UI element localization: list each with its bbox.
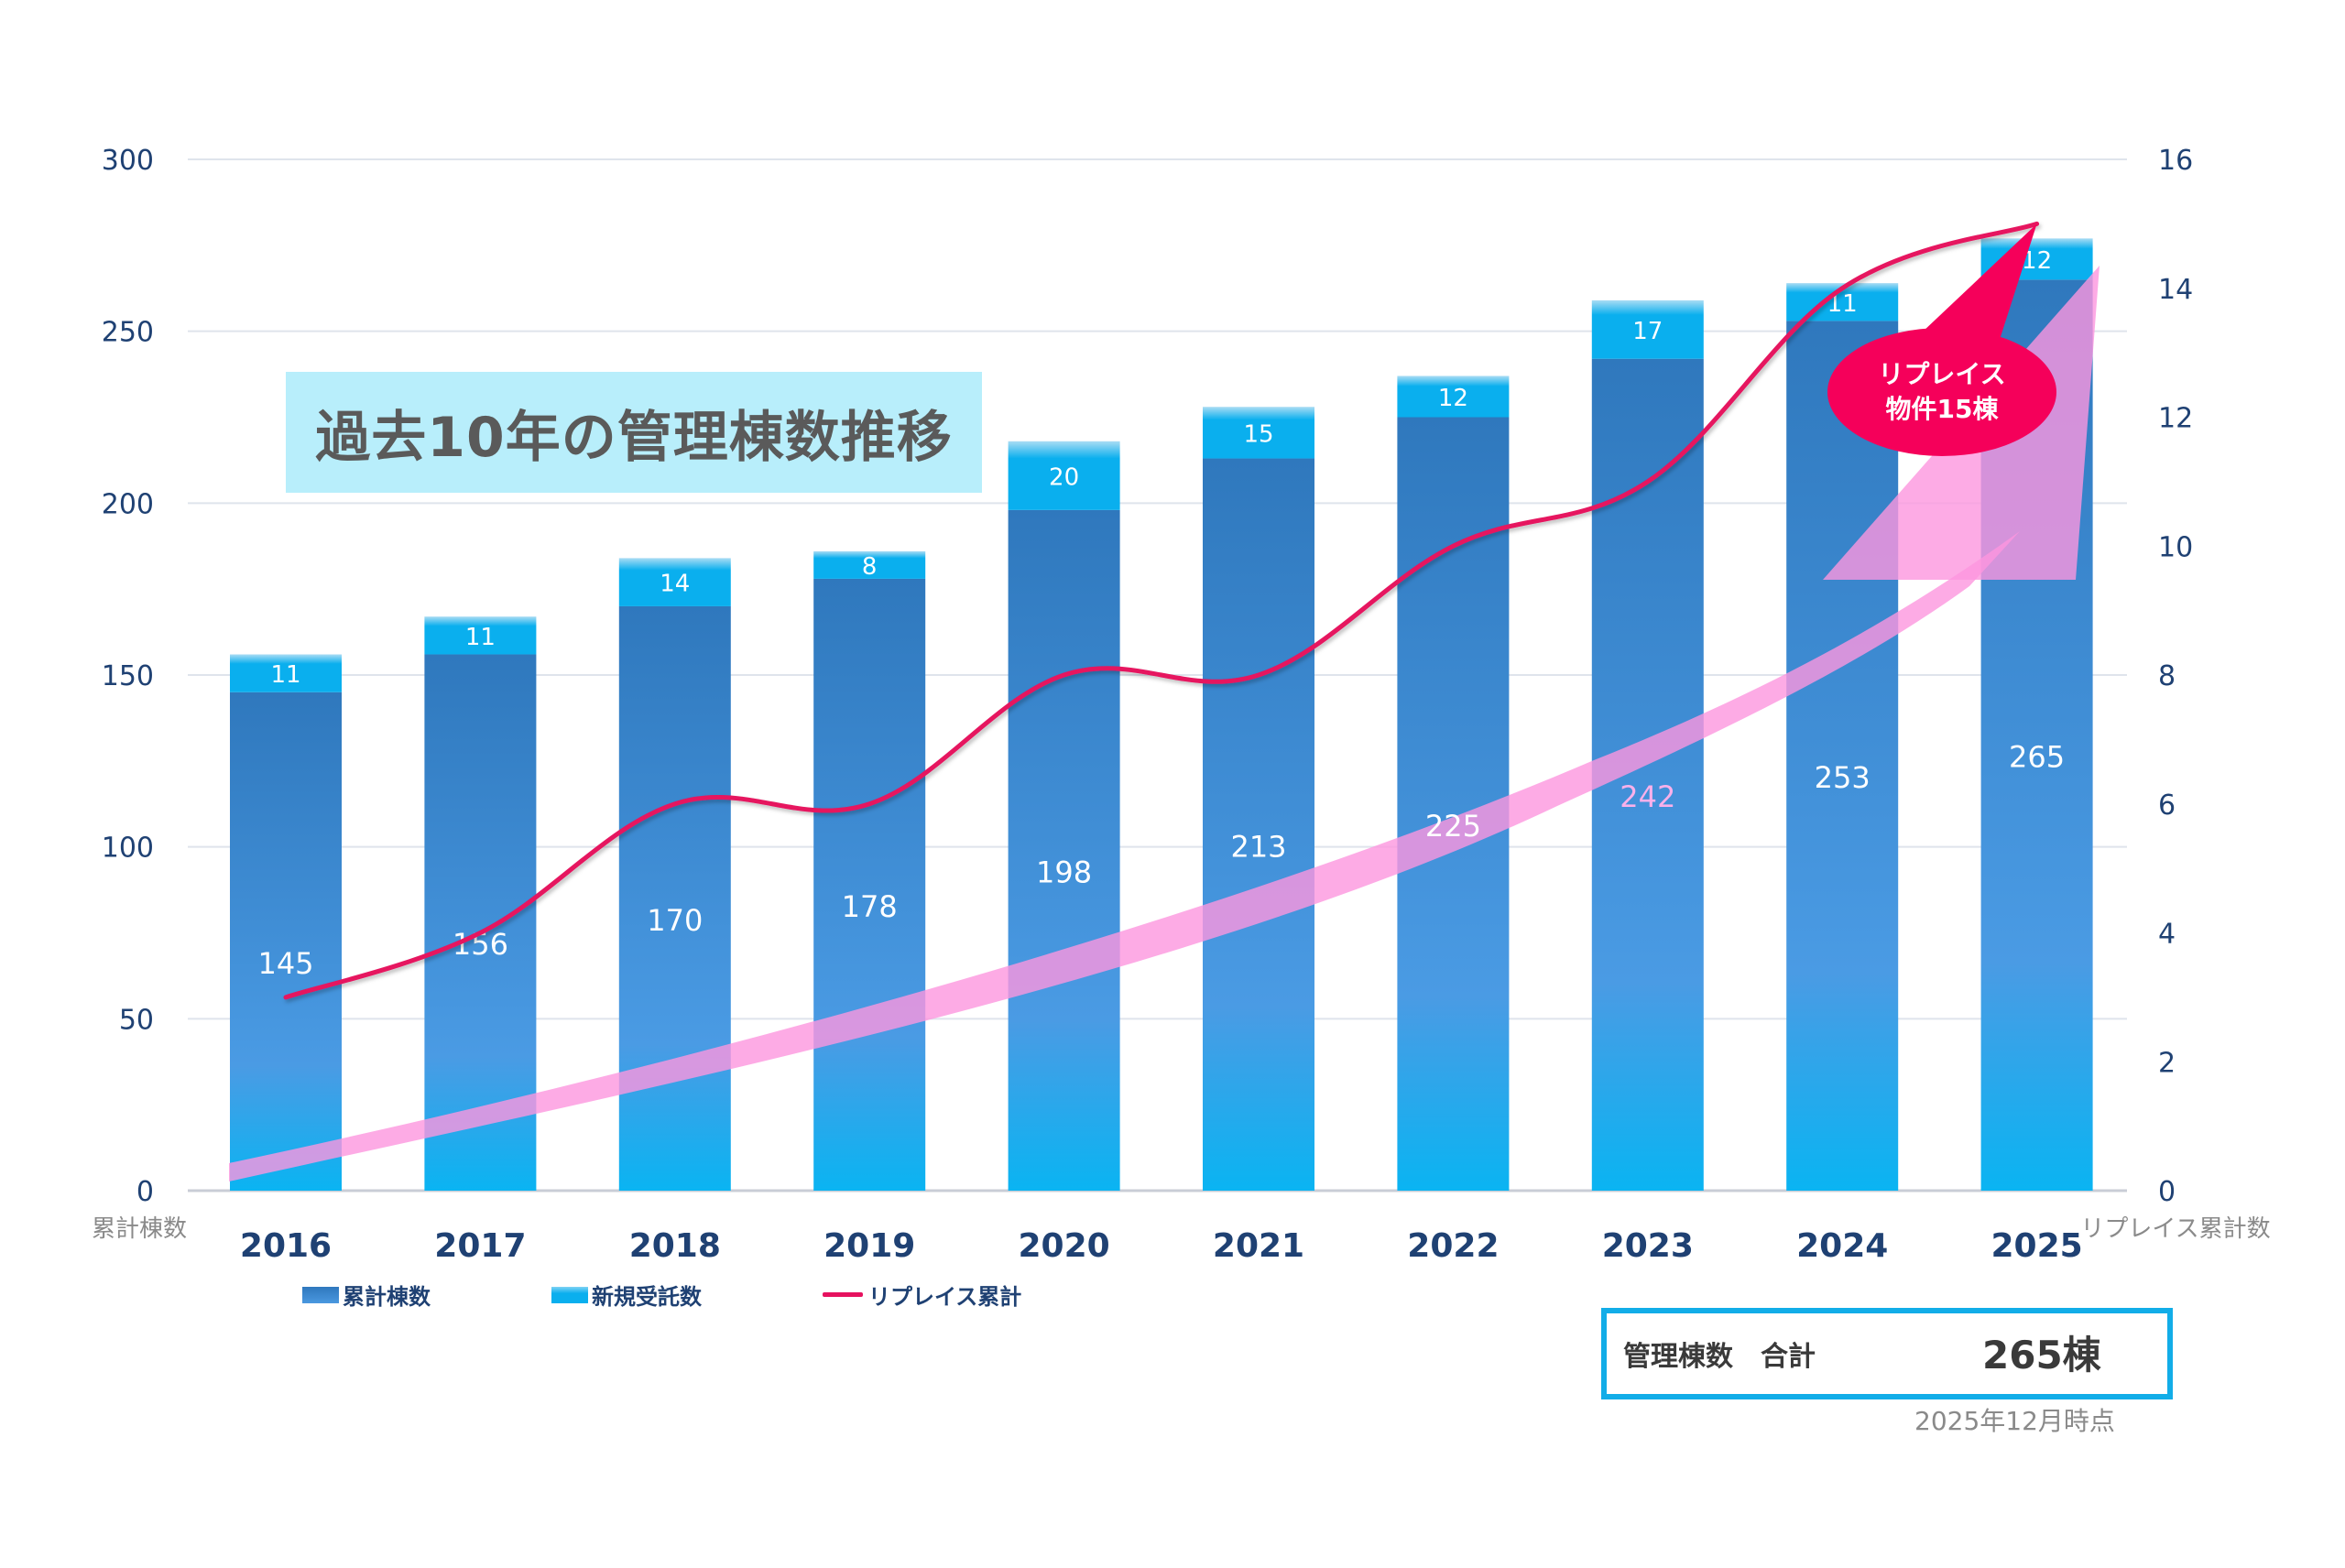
new-value-label: 15 <box>1243 420 1273 448</box>
x-tick-label: 2021 <box>1213 1227 1304 1265</box>
legend-label: 累計棟数 <box>343 1284 431 1310</box>
legend: 累計棟数 新規受託数 リプレイス累計 <box>302 1279 1021 1311</box>
cumulative-value-label: 213 <box>1230 829 1286 864</box>
new-value-label: 14 <box>660 571 690 598</box>
new-value-label: 12 <box>1438 385 1468 412</box>
new-value-label: 11 <box>270 661 300 689</box>
bar-cumulative <box>230 691 342 1191</box>
x-tick-label: 2016 <box>240 1227 332 1265</box>
x-tick-label: 2018 <box>629 1227 721 1265</box>
y-tick-label: 150 <box>102 660 154 692</box>
summary-label: 管理棟数 合計 <box>1623 1341 1816 1373</box>
bar-new <box>1203 407 1314 459</box>
summary-value: 265棟 <box>1982 1333 2101 1377</box>
callout-tail <box>1905 223 2037 348</box>
legend-item-new: 新規受託数 <box>551 1279 823 1311</box>
y-tick-label: 50 <box>119 1004 154 1036</box>
callout-text: リプレイス <box>1878 359 2005 389</box>
y2-axis-title: リプレイス累計数 <box>2080 1215 2270 1243</box>
summary-box: 管理棟数 合計 265棟 <box>1601 1308 2173 1399</box>
axes: 0 50 100 150 200 250 300 0 2 4 6 8 10 12 14 16 累計棟数 リプレイス… <box>92 145 2271 1265</box>
y-tick-label: 100 <box>102 833 154 865</box>
y-tick-label: 0 <box>136 1176 154 1208</box>
y2-tick-label: 8 <box>2158 660 2176 692</box>
bar-cumulative <box>1786 321 1899 1191</box>
cumulative-value-label: 178 <box>842 889 898 924</box>
bar-new <box>618 558 731 606</box>
x-tick-label: 2019 <box>823 1227 915 1265</box>
x-tick-label: 2023 <box>1602 1227 1694 1265</box>
as-of-note: 2025年12月時点 <box>1914 1406 2115 1436</box>
y-tick-label: 300 <box>102 145 154 177</box>
new-value-label: 8 <box>862 553 878 581</box>
new-value-label: 17 <box>1632 318 1663 345</box>
bar-cumulative <box>618 605 731 1191</box>
y2-tick-label: 6 <box>2158 789 2176 822</box>
x-tick-label: 2025 <box>1991 1227 2082 1265</box>
y2-tick-label: 2 <box>2158 1047 2176 1079</box>
legend-item-cumulative: 累計棟数 <box>302 1279 551 1311</box>
bar-cumulative <box>1008 509 1120 1191</box>
legend-label: リプレイス累計 <box>868 1284 1022 1310</box>
y2-tick-label: 16 <box>2158 145 2193 177</box>
bars <box>230 238 2093 1191</box>
cumulative-value-label: 145 <box>257 946 313 981</box>
chart-title-box: 過去10年の管理棟数推移 <box>286 372 982 493</box>
x-tick-label: 2017 <box>434 1227 526 1265</box>
cumulative-value-label: 253 <box>1815 760 1871 795</box>
cumulative-value-label: 170 <box>647 903 703 938</box>
line-series <box>283 221 2040 1000</box>
cumulative-value-label: 242 <box>1620 779 1675 814</box>
legend-item-line: リプレイス累計 <box>823 1279 1021 1311</box>
bar-cumulative <box>813 578 926 1191</box>
legend-label: 新規受託数 <box>592 1284 702 1310</box>
legend-swatch-new <box>551 1286 588 1303</box>
callout-text: 物件15棟 <box>1886 394 2000 424</box>
bar-new <box>1397 376 1510 418</box>
y2-tick-label: 0 <box>2158 1176 2176 1208</box>
x-tick-label: 2020 <box>1018 1227 1109 1265</box>
y2-tick-label: 4 <box>2158 919 2176 951</box>
y2-tick-label: 14 <box>2158 274 2193 306</box>
y2-tick-label: 12 <box>2158 403 2193 435</box>
y2-tick-label: 10 <box>2158 531 2193 563</box>
bar-labels: 1114511156141708178201981521312225172421… <box>257 247 2065 981</box>
y-axis-title: 累計棟数 <box>92 1215 187 1243</box>
chart-title: 過去10年の管理棟数推移 <box>315 405 953 470</box>
new-value-label: 20 <box>1049 463 1079 491</box>
x-tick-label: 2022 <box>1407 1227 1499 1265</box>
bar-new <box>813 550 926 579</box>
callout-bubble <box>1827 328 2056 456</box>
cumulative-value-label: 265 <box>2009 740 2065 775</box>
cumulative-value-label: 225 <box>1425 809 1481 844</box>
y-tick-label: 250 <box>102 317 154 349</box>
bar-new <box>1591 299 1704 359</box>
bar-new <box>1008 441 1120 510</box>
legend-swatch-cumulative <box>302 1286 339 1303</box>
cumulative-value-label: 198 <box>1036 855 1092 889</box>
legend-swatch-line <box>823 1292 863 1297</box>
new-value-label: 11 <box>465 624 496 651</box>
bar-cumulative <box>1203 458 1314 1191</box>
bar-new <box>230 654 342 692</box>
bar-new <box>424 616 537 655</box>
x-tick-label: 2024 <box>1796 1227 1888 1265</box>
replace-line <box>283 221 2040 1000</box>
y-tick-label: 200 <box>102 488 154 520</box>
